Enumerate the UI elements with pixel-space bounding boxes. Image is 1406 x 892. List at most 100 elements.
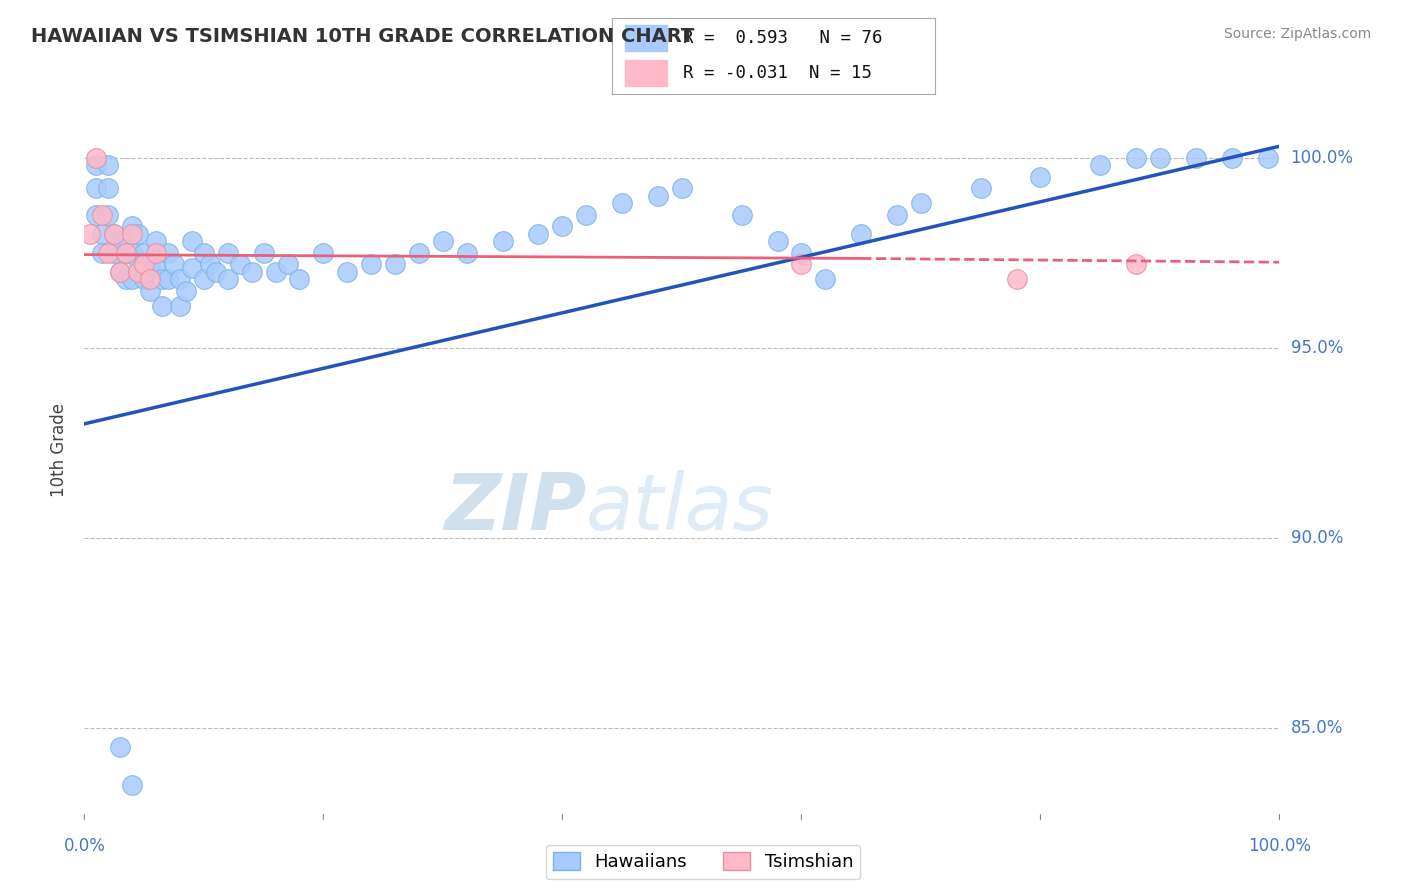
Point bbox=[157, 245, 180, 260]
Point bbox=[139, 284, 162, 298]
Point bbox=[1090, 158, 1112, 172]
Point bbox=[851, 227, 873, 241]
Point bbox=[115, 272, 138, 286]
Point bbox=[1257, 151, 1279, 165]
Point bbox=[132, 257, 156, 271]
Point bbox=[115, 245, 138, 260]
Point bbox=[790, 245, 813, 260]
Bar bbox=[624, 26, 666, 51]
Point bbox=[970, 181, 993, 195]
Point bbox=[145, 235, 167, 249]
Text: 0.0%: 0.0% bbox=[63, 837, 105, 855]
Text: 100.0%: 100.0% bbox=[1249, 837, 1310, 855]
Point bbox=[456, 245, 478, 260]
Point bbox=[115, 245, 138, 260]
Point bbox=[1125, 151, 1147, 165]
Point bbox=[110, 235, 132, 249]
Point bbox=[181, 260, 204, 275]
Point bbox=[103, 245, 125, 260]
Point bbox=[121, 778, 143, 792]
Point bbox=[127, 265, 149, 279]
Point bbox=[1005, 272, 1028, 286]
Point bbox=[97, 245, 120, 260]
Text: Source: ZipAtlas.com: Source: ZipAtlas.com bbox=[1223, 27, 1371, 41]
Point bbox=[193, 272, 215, 286]
Point bbox=[181, 235, 204, 249]
Point bbox=[97, 158, 120, 172]
Point bbox=[575, 208, 598, 222]
Point bbox=[886, 208, 908, 222]
Point bbox=[217, 272, 239, 286]
Point bbox=[103, 227, 125, 241]
Text: HAWAIIAN VS TSIMSHIAN 10TH GRADE CORRELATION CHART: HAWAIIAN VS TSIMSHIAN 10TH GRADE CORRELA… bbox=[31, 27, 695, 45]
Point bbox=[193, 245, 215, 260]
Point bbox=[163, 257, 186, 271]
Point bbox=[910, 196, 932, 211]
Point bbox=[731, 208, 754, 222]
Point bbox=[157, 272, 180, 286]
Bar bbox=[624, 61, 666, 87]
Point bbox=[121, 227, 143, 241]
Point bbox=[145, 260, 167, 275]
Point bbox=[360, 257, 382, 271]
Point bbox=[1185, 151, 1208, 165]
Point bbox=[132, 245, 156, 260]
Point bbox=[432, 235, 454, 249]
Text: 90.0%: 90.0% bbox=[1291, 529, 1343, 547]
Point bbox=[790, 257, 813, 271]
Point bbox=[91, 245, 114, 260]
Point bbox=[139, 257, 162, 271]
Point bbox=[253, 245, 276, 260]
Point bbox=[671, 181, 693, 195]
Point bbox=[1029, 169, 1052, 184]
Point bbox=[264, 265, 287, 279]
Text: ZIP: ZIP bbox=[444, 470, 586, 546]
Point bbox=[79, 227, 101, 241]
Point bbox=[121, 245, 143, 260]
Point bbox=[169, 299, 191, 313]
Point bbox=[1149, 151, 1171, 165]
Point bbox=[336, 265, 359, 279]
Point bbox=[384, 257, 406, 271]
Point bbox=[86, 181, 108, 195]
Point bbox=[205, 265, 228, 279]
Point bbox=[174, 284, 197, 298]
Point bbox=[150, 272, 173, 286]
Point bbox=[86, 208, 108, 222]
Point bbox=[110, 740, 132, 755]
Point bbox=[97, 181, 120, 195]
Text: atlas: atlas bbox=[586, 470, 775, 546]
Point bbox=[86, 158, 108, 172]
Point bbox=[647, 188, 669, 202]
Text: R = -0.031  N = 15: R = -0.031 N = 15 bbox=[683, 64, 872, 82]
Point bbox=[91, 227, 114, 241]
Point bbox=[121, 272, 143, 286]
Y-axis label: 10th Grade: 10th Grade bbox=[49, 403, 67, 498]
Point bbox=[277, 257, 299, 271]
Point bbox=[527, 227, 550, 241]
Point bbox=[132, 272, 156, 286]
Point bbox=[408, 245, 430, 260]
Point bbox=[492, 235, 515, 249]
Legend: Hawaiians, Tsimshian: Hawaiians, Tsimshian bbox=[546, 845, 860, 879]
Text: 95.0%: 95.0% bbox=[1291, 339, 1343, 357]
Point bbox=[240, 265, 263, 279]
Point bbox=[150, 299, 173, 313]
Point bbox=[127, 227, 149, 241]
Point bbox=[110, 265, 132, 279]
Point bbox=[145, 245, 167, 260]
Point bbox=[169, 272, 191, 286]
Point bbox=[1125, 257, 1147, 271]
Point bbox=[139, 272, 162, 286]
Point bbox=[86, 151, 108, 165]
Point bbox=[229, 257, 252, 271]
Point bbox=[288, 272, 311, 286]
Text: R =  0.593   N = 76: R = 0.593 N = 76 bbox=[683, 29, 882, 47]
Point bbox=[551, 219, 574, 233]
Point bbox=[121, 219, 143, 233]
Point bbox=[217, 245, 239, 260]
Text: 85.0%: 85.0% bbox=[1291, 719, 1343, 737]
Point bbox=[312, 245, 335, 260]
Point bbox=[91, 208, 114, 222]
Point bbox=[1220, 151, 1243, 165]
